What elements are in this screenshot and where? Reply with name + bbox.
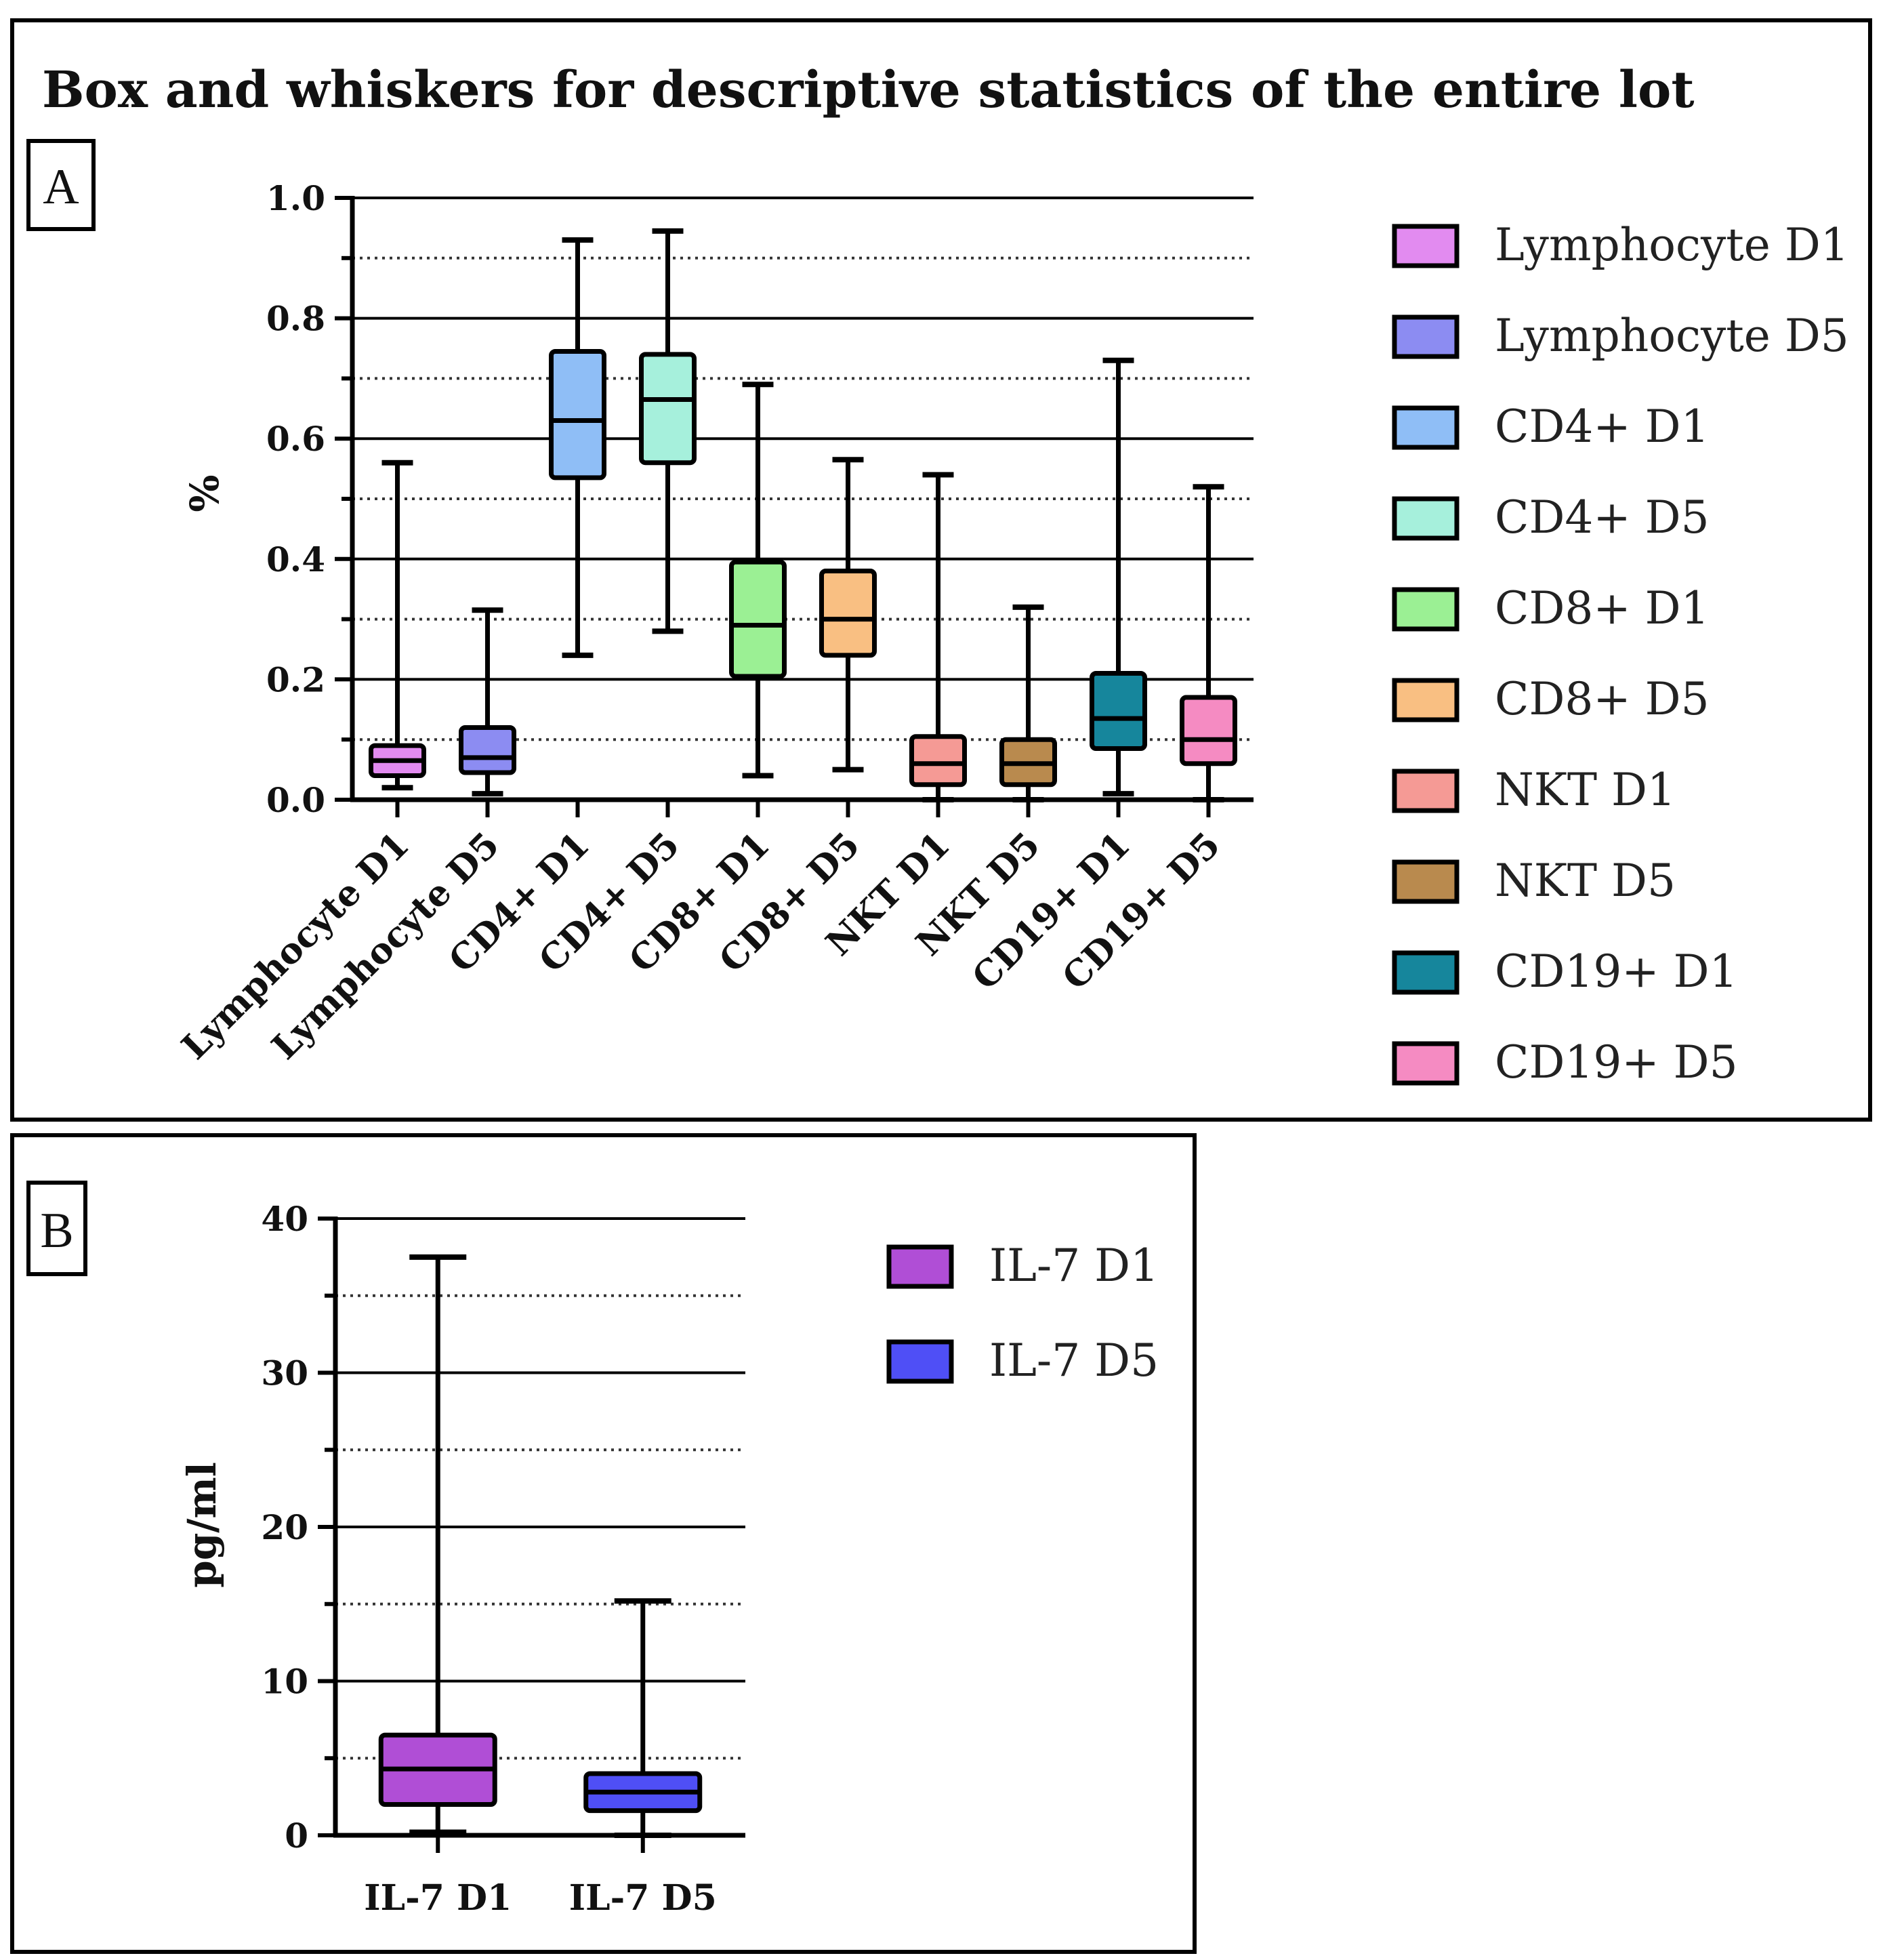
panel-a-label: A	[43, 159, 79, 215]
y-tick-label: 10	[261, 1662, 308, 1702]
legend-label: CD19+ D1	[1495, 945, 1738, 998]
box-cd19-d1	[1090, 671, 1147, 752]
legend-label: IL-7 D1	[989, 1240, 1159, 1292]
y-tick-label: 0.4	[266, 539, 325, 579]
legend-label: Lymphocyte D1	[1495, 219, 1849, 271]
box-nkt-d1	[909, 734, 967, 788]
y-tick-label: 0.0	[266, 780, 325, 820]
legend-swatch	[1392, 496, 1460, 541]
y-tick-label: 0.6	[266, 419, 325, 459]
legend-label: IL-7 D5	[989, 1334, 1159, 1387]
panel-a-frame	[10, 18, 1872, 1122]
legend-label: CD8+ D5	[1495, 673, 1710, 725]
legend-swatch	[1392, 1041, 1460, 1086]
legend-swatch	[1392, 859, 1460, 904]
box-cd4-d1	[549, 348, 606, 481]
y-axis-label: %	[182, 474, 228, 512]
chart-b: 0 10 20 30 40 pg/ml IL-7 D1 IL-7 D5	[179, 1199, 745, 1919]
legend-label: NKT D5	[1495, 855, 1676, 907]
legend-swatch	[1392, 678, 1460, 722]
figure-title: Box and whiskers for descriptive statist…	[42, 61, 1695, 119]
box-cd8-d1	[729, 559, 787, 679]
panel-a-label-box	[26, 139, 96, 231]
x-category-label: IL-7 D5	[569, 1877, 717, 1919]
legend-a: Lymphocyte D1 Lymphocyte D5 CD4+ D1 CD4+ D5…	[1392, 219, 1849, 1088]
box-lymphocyte-d5	[459, 724, 516, 775]
box-cd8-d5	[819, 569, 877, 658]
legend-swatch	[1392, 587, 1460, 632]
y-axis-label: pg/ml	[179, 1462, 225, 1588]
x-category-label: IL-7 D1	[364, 1877, 512, 1919]
legend-swatch	[1392, 950, 1460, 995]
legend-label: Lymphocyte D5	[1495, 310, 1849, 362]
legend-label: CD8+ D1	[1495, 582, 1710, 634]
legend-label: NKT D1	[1495, 764, 1676, 816]
y-tick-label: 30	[261, 1353, 308, 1393]
legend-label: CD4+ D1	[1495, 401, 1710, 453]
y-tick-label: 0.2	[266, 659, 325, 699]
box-cd19-d5	[1180, 695, 1237, 767]
panel-b-frame	[10, 1133, 1197, 1954]
legend-swatch	[886, 1339, 954, 1384]
box-cd4-d5	[639, 352, 697, 466]
y-tick-label: 0.8	[266, 299, 325, 339]
y-tick-label: 40	[261, 1199, 308, 1239]
legend-swatch	[1392, 405, 1460, 450]
legend-swatch	[886, 1244, 954, 1289]
y-tick-label: 0	[285, 1816, 308, 1856]
legend-swatch	[1392, 769, 1460, 813]
panel-b-label-box	[26, 1181, 87, 1276]
y-tick-label: 1.0	[266, 178, 325, 218]
legend-b: IL-7 D1 IL-7 D5	[886, 1240, 1159, 1387]
legend-swatch	[1392, 224, 1460, 268]
legend-label: CD19+ D5	[1495, 1036, 1738, 1088]
panel-b-label: B	[40, 1203, 73, 1259]
y-tick-label: 20	[261, 1507, 308, 1547]
legend-label: CD4+ D5	[1495, 491, 1710, 544]
legend-swatch	[1392, 314, 1460, 359]
